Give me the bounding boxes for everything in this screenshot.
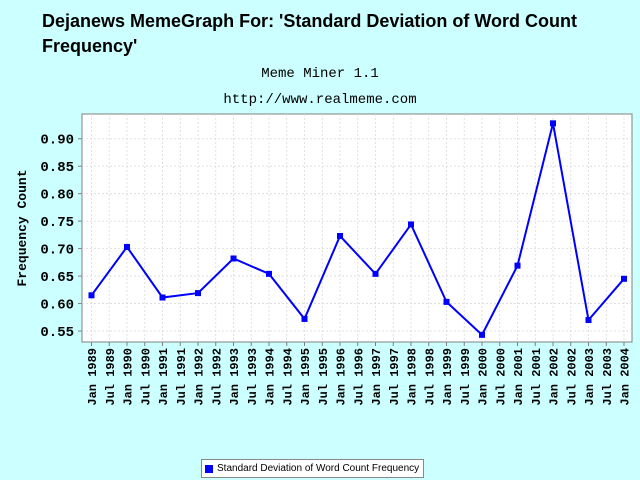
y-tick-label: 0.70 <box>40 243 74 259</box>
data-point <box>195 290 201 297</box>
y-tick-label: 0.80 <box>40 188 74 204</box>
plot-area <box>81 113 633 343</box>
x-tick-label: Jul 1995 <box>317 348 331 406</box>
x-tick-label: Jul 2003 <box>601 348 615 406</box>
y-axis-label: Frequency Count <box>15 169 30 286</box>
y-tick-label: 0.55 <box>40 325 74 341</box>
x-tick-label: Jan 1993 <box>228 348 242 406</box>
x-tick-label: Jul 1997 <box>388 348 402 406</box>
data-point <box>230 255 237 262</box>
x-tick-label: Jul 2001 <box>530 348 544 406</box>
x-tick-label: Jan 1998 <box>406 348 420 406</box>
x-tick-label: Jan 2001 <box>512 348 526 406</box>
data-point <box>159 294 166 301</box>
data-point <box>266 270 272 277</box>
x-tick-label: Jan 1994 <box>264 348 278 406</box>
x-tick-label: Jul 1996 <box>352 348 366 406</box>
y-tick-label: 0.75 <box>40 215 74 231</box>
data-point <box>585 317 592 324</box>
data-point <box>301 315 308 322</box>
series-line <box>90 123 625 337</box>
x-tick-label: Jul 2000 <box>494 348 508 406</box>
x-tick-label: Jan 1989 <box>86 348 100 406</box>
x-tick-label: Jul 1994 <box>281 348 295 406</box>
x-tick-label: Jul 1992 <box>210 348 224 406</box>
chart-title: Dejanews MemeGraph For: 'Standard Deviat… <box>42 11 577 56</box>
x-tick-label: Jan 2000 <box>477 348 491 406</box>
legend-swatch <box>205 464 213 473</box>
chart-legend: Standard Deviation of Word Count Frequen… <box>201 459 425 478</box>
data-point <box>514 262 521 269</box>
x-tick-label: Jan 1999 <box>441 348 455 406</box>
data-point <box>550 120 556 127</box>
x-tick-label: Jan 1997 <box>370 348 384 406</box>
x-tick-label: Jan 1990 <box>122 348 136 406</box>
x-tick-label: Jul 1990 <box>139 348 153 406</box>
legend-label: Standard Deviation of Word Count Frequen… <box>217 463 420 474</box>
data-point <box>479 331 485 338</box>
data-point <box>337 232 343 239</box>
x-tick-label: Jul 1991 <box>175 348 189 406</box>
x-tick-label: Jan 1992 <box>193 348 207 406</box>
x-tick-label: Jul 2002 <box>565 348 579 406</box>
data-point <box>408 221 414 228</box>
x-tick-label: Jan 2002 <box>548 348 562 406</box>
x-tick-label: Jan 1991 <box>157 348 171 406</box>
chart-subtitle-app: Meme Miner 1.1 <box>261 66 379 82</box>
x-tick-label: Jan 1995 <box>299 348 313 406</box>
x-tick-label: Jul 1999 <box>459 348 473 406</box>
data-point <box>88 292 95 299</box>
data-point <box>372 270 379 277</box>
chart-subtitle-url: http://www.realmeme.com <box>223 92 417 108</box>
x-tick-label: Jan 2004 <box>619 348 633 406</box>
x-tick-label: Jan 2003 <box>583 348 597 406</box>
x-tick-label: Jul 1998 <box>423 348 437 406</box>
data-point <box>124 243 130 250</box>
y-tick-label: 0.65 <box>40 270 74 286</box>
x-tick-label: Jul 1993 <box>246 348 260 406</box>
y-tick-label: 0.60 <box>40 298 74 314</box>
x-tick-label: Jan 1996 <box>335 348 349 406</box>
y-tick-label: 0.85 <box>40 160 74 176</box>
data-point <box>621 275 627 282</box>
x-tick-label: Jul 1989 <box>104 348 118 406</box>
y-tick-label: 0.90 <box>40 133 74 149</box>
data-point <box>443 298 450 305</box>
